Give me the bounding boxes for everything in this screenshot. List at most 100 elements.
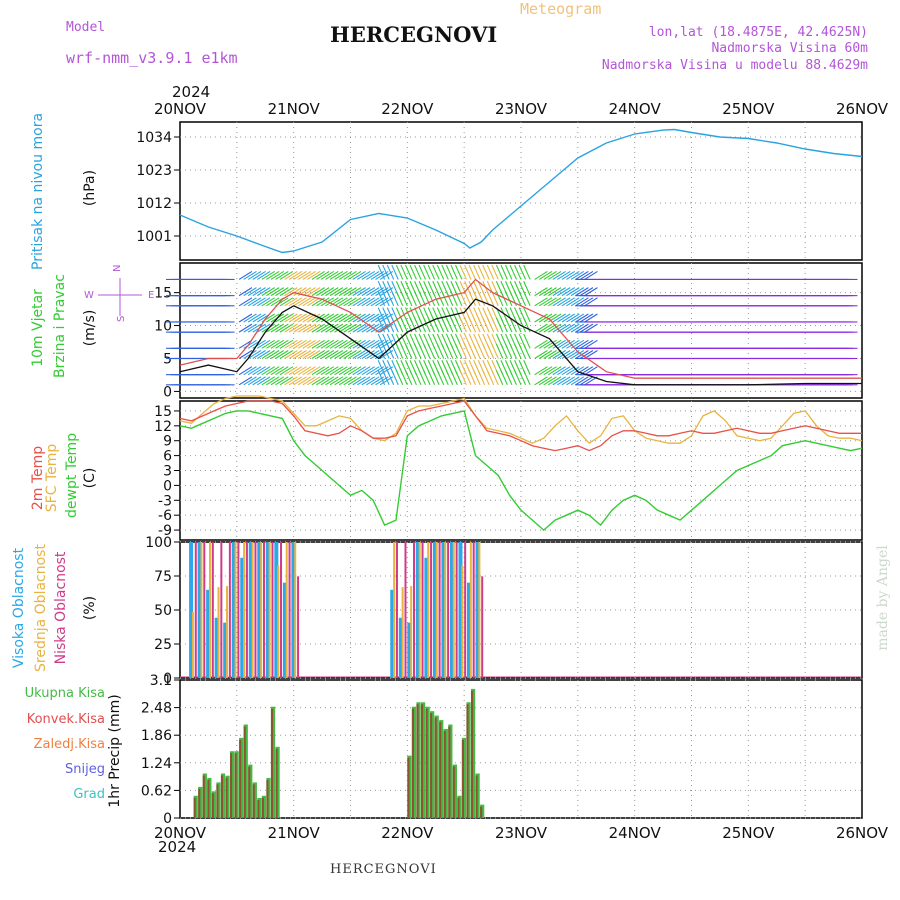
wind-arrow [334,297,348,307]
wind-arrow [361,376,375,386]
wind-arrow [266,297,280,307]
model-altitude-label: Nadmorska Visina u modelu 88.4629m [601,58,868,73]
wind-arrow [491,264,499,280]
wind-arrow [297,313,312,323]
precip-bar-conv [420,704,424,818]
cloud-bar [432,542,437,678]
wind-arrow [279,323,294,333]
wind-arrow [307,287,321,297]
y-tick-label: 6 [163,449,172,465]
cloud-bar [449,542,454,678]
wind-arrow [357,376,371,386]
wind-arrow [423,264,431,280]
wind-arrow [395,370,404,386]
precip-bar-conv [216,784,219,818]
wind-arrow [441,370,449,386]
cloud-bar [223,622,228,678]
wind-arrow [557,287,571,297]
wind-arrow [523,264,531,280]
wind-arrow [279,297,294,307]
wind-arrow [293,339,307,349]
wind-arrow [395,264,404,280]
wind-arrow [238,339,253,349]
wind-arrow [473,370,481,386]
wind-arrow [307,376,321,386]
compass-s: S [116,316,127,322]
y-tick-label: 50 [154,603,172,619]
wind-arrow [538,366,553,376]
wind-arrow [334,339,348,349]
wind-arrow [547,376,562,386]
precip-bar-conv [234,753,237,818]
wind-arrow [557,297,571,307]
wind-arrow [404,291,413,307]
cloud-bar [265,542,270,678]
precip-bar-conv [448,726,451,818]
wind-arrow [418,343,427,359]
wind-arrow [391,317,399,333]
wind-arrow [579,297,594,307]
cloud-bar [291,542,296,678]
wind-arrow [275,339,289,349]
wind-arrow [338,366,353,376]
wind-arrow [482,370,490,386]
wind-arrow [311,323,325,333]
wind-arrow [366,287,380,297]
wind-arrow [329,339,344,349]
cloud-bar [282,582,287,678]
wind-arrow [386,317,395,333]
wind-arrow [464,317,472,333]
wind-arrow [538,376,553,386]
wind-arrow [477,370,486,386]
wind-arrow [266,350,280,359]
wind-arrow [343,376,357,386]
wind-arrow [275,313,289,323]
wind-arrow [400,317,408,333]
wind-arrow [261,350,275,359]
wind-arrow [534,366,548,376]
compass-e: E [148,290,154,301]
y-tick-label: 0.62 [141,783,172,799]
wind-arrow [505,370,513,386]
cloud-bar [271,542,274,678]
wind-arrow [284,297,298,307]
wind-arrow [395,343,404,359]
wind-arrow [238,323,253,333]
wind-arrow [302,287,316,297]
wind-arrow [257,350,271,359]
y-tick-label: 1.86 [141,728,172,744]
wind-arrow [307,339,321,349]
wind-arrow [279,339,294,349]
wind-arrow [561,297,576,307]
wind-arrow [307,366,321,376]
x-tick-bottom: 25NOV [722,824,775,842]
wind-arrow [334,366,348,376]
wind-arrow [491,317,499,333]
wind-arrow [400,343,408,359]
wind-arrow [382,264,390,280]
precip-bar-conv [443,730,446,818]
wind-arrow [543,376,557,386]
wind-arrow [320,287,335,297]
cloud-bar [455,542,458,678]
wind-arrow [423,343,431,359]
wind-arrow [243,376,257,386]
wind-arrow [538,297,553,307]
wind-arrow [382,370,390,386]
wind-arrow [436,264,445,280]
wind-arrow [361,366,375,376]
wind-arrow [275,270,289,280]
wind-arrow [266,339,280,349]
wind-arrow [459,317,467,333]
wind-arrow [347,339,362,349]
wind-arrow [400,264,408,280]
wind-arrow [495,291,504,307]
wind-arrow [320,270,335,280]
wind-arrow [257,323,271,333]
wind-arrow [334,313,348,323]
wind-arrow [538,350,553,359]
cloud-bar [452,542,455,678]
cloud-bar [401,587,404,678]
wind-arrow [552,323,566,333]
wind-arrow [570,350,585,359]
